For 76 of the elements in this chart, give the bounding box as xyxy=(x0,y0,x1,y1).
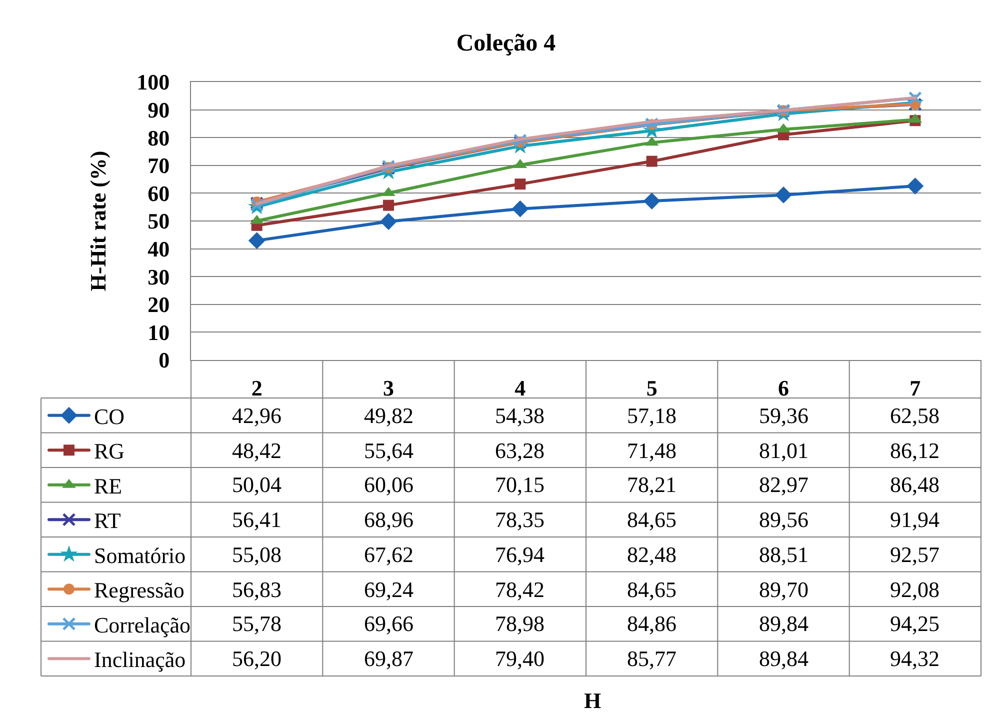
text: H xyxy=(584,688,602,713)
data-label: 48,42 xyxy=(232,438,282,463)
x-tick-label: 2 xyxy=(251,375,262,400)
y-tick-label: 100 xyxy=(136,70,170,95)
data-label: 60,06 xyxy=(364,472,414,497)
legend-label: Inclinação xyxy=(94,647,186,672)
legend-label: RG xyxy=(94,438,125,464)
data-label: 78,35 xyxy=(495,507,544,532)
data-label: 67,62 xyxy=(364,542,414,567)
data-label: 56,20 xyxy=(232,646,282,671)
data-label: 79,40 xyxy=(495,646,544,671)
x-tick-label: 5 xyxy=(646,375,658,400)
data-label: 94,32 xyxy=(890,646,940,671)
data-label: 69,87 xyxy=(364,646,414,671)
legend-label: RT xyxy=(94,508,122,534)
data-label: 82,97 xyxy=(759,472,808,497)
data-label: 69,66 xyxy=(364,611,414,636)
data-label: 89,84 xyxy=(759,611,808,636)
y-tick-label: 20 xyxy=(148,292,170,318)
x-tick-label: 7 xyxy=(910,375,921,400)
y-tick-label: 50 xyxy=(148,208,170,234)
legend-label: Regressão xyxy=(94,578,184,603)
data-label: 55,64 xyxy=(364,438,414,463)
data-label: 88,51 xyxy=(759,542,808,567)
legend-label: CO xyxy=(94,404,125,429)
data-label: 84,65 xyxy=(627,577,676,602)
legend-label: RE xyxy=(94,473,122,498)
legend-label: Somatório xyxy=(94,542,186,568)
data-label: 54,38 xyxy=(495,403,544,428)
data-label: 89,70 xyxy=(759,577,808,602)
data-label: 84,86 xyxy=(627,611,676,636)
data-label: 55,78 xyxy=(232,611,282,636)
y-axis-title: H-Hit rate (%) xyxy=(85,150,110,292)
data-label: 55,08 xyxy=(232,542,282,567)
y-tick-label: 0 xyxy=(158,348,170,373)
data-label: 50,04 xyxy=(232,472,282,497)
data-label: 78,21 xyxy=(627,472,676,497)
data-label: 49,82 xyxy=(364,403,414,428)
data-label: 94,25 xyxy=(890,611,940,636)
y-tick-label: 80 xyxy=(148,125,170,150)
data-label: 89,84 xyxy=(759,646,808,671)
y-tick-label: 70 xyxy=(148,153,170,178)
data-label: 62,58 xyxy=(890,403,940,428)
data-label: 84,65 xyxy=(627,507,676,532)
data-label: 81,01 xyxy=(759,438,808,463)
data-label: 78,42 xyxy=(495,577,544,602)
y-tick-label: 60 xyxy=(148,180,170,206)
y-tick-label: 40 xyxy=(148,236,170,262)
data-label: 68,96 xyxy=(364,507,414,532)
data-label: 92,57 xyxy=(890,542,940,567)
data-label: 85,77 xyxy=(627,646,676,671)
data-label: 42,96 xyxy=(232,403,282,428)
data-label: 89,56 xyxy=(759,507,808,532)
data-label: 92,08 xyxy=(890,577,940,602)
legend-label: Correlação xyxy=(94,612,190,638)
x-tick-label: 6 xyxy=(778,375,789,400)
x-tick-label: 4 xyxy=(514,375,526,400)
data-label: 57,18 xyxy=(627,403,676,428)
y-tick-label: 90 xyxy=(148,98,170,122)
data-label: 59,36 xyxy=(759,403,808,428)
data-label: 56,41 xyxy=(232,507,282,532)
chart-title: Coleção 4 xyxy=(456,30,556,56)
data-label: 82,48 xyxy=(627,542,676,567)
data-label: 78,98 xyxy=(495,611,544,636)
data-label: 91,94 xyxy=(890,507,940,532)
data-label: 70,15 xyxy=(495,472,544,497)
data-label: 71,48 xyxy=(627,438,676,463)
data-label: 69,24 xyxy=(364,577,414,602)
data-label: 63,28 xyxy=(495,438,544,463)
data-label: 76,94 xyxy=(495,542,544,567)
x-tick-label: 3 xyxy=(383,375,394,400)
data-label: 56,83 xyxy=(232,577,282,602)
y-tick-label: 30 xyxy=(148,264,170,290)
y-tick-label: 10 xyxy=(148,320,170,345)
data-label: 86,48 xyxy=(890,472,940,497)
data-label: 86,12 xyxy=(890,438,940,463)
